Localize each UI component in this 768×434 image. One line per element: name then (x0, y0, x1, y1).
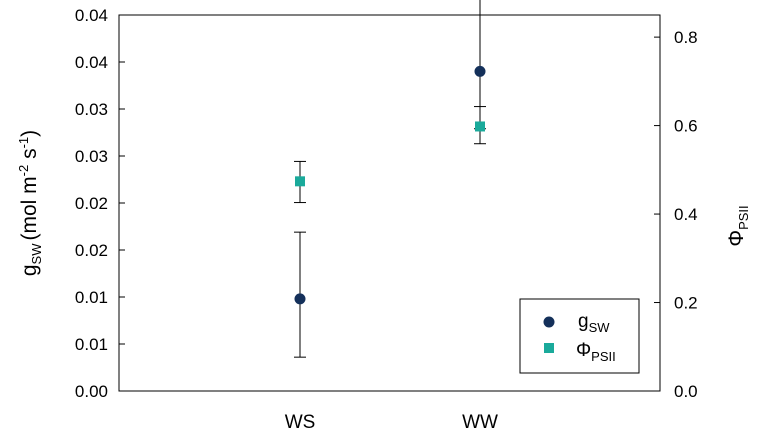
y-left-tick-label: 0.01 (75, 288, 108, 307)
chart-marks: 0.00 0.01 0.01 0.02 0.02 0.03 0.03 0.04 0.04 0.0 0… (75, 0, 698, 433)
legend-marker-gsw (543, 316, 555, 328)
data-point-phipsii (475, 121, 485, 132)
legend-label-gsw: gSW (578, 311, 610, 335)
y-right-tick-label: 0.6 (674, 117, 698, 136)
legend-marker-phipsii (544, 343, 554, 353)
y-left-tick-label: 0.04 (75, 6, 108, 25)
x-category-label: WW (462, 412, 498, 433)
y-left-tick-label: 0.02 (75, 241, 108, 260)
legend-box (519, 298, 640, 374)
y-right-tick-label: 0.2 (674, 294, 698, 313)
y-left-axis-label: gSW(mol m-2 s-1) (16, 130, 44, 276)
y-right-tick-label: 0.4 (674, 205, 698, 224)
data-point-gsw (294, 293, 306, 305)
y-left-tick-label: 0.04 (75, 53, 108, 72)
y-left-tick-label: 0.03 (75, 100, 108, 119)
y-left-tick-label: 0.02 (75, 194, 108, 213)
y-right-tick-label: 0.0 (674, 382, 698, 401)
legend-label-phipsii: ΦPSII (576, 340, 616, 364)
legend: gSW ΦPSII (519, 298, 640, 374)
y-right-tick-label: 0.8 (674, 28, 698, 47)
y-left-tick-label: 0.03 (75, 147, 108, 166)
data-point-gsw (474, 65, 486, 77)
y-left-tick-label: 0.00 (75, 382, 108, 401)
y-right-axis-label: ΦPSII (725, 205, 751, 246)
x-category-label: WS (285, 412, 316, 433)
y-left-tick-label: 0.01 (75, 335, 108, 354)
data-point-phipsii (295, 176, 305, 187)
